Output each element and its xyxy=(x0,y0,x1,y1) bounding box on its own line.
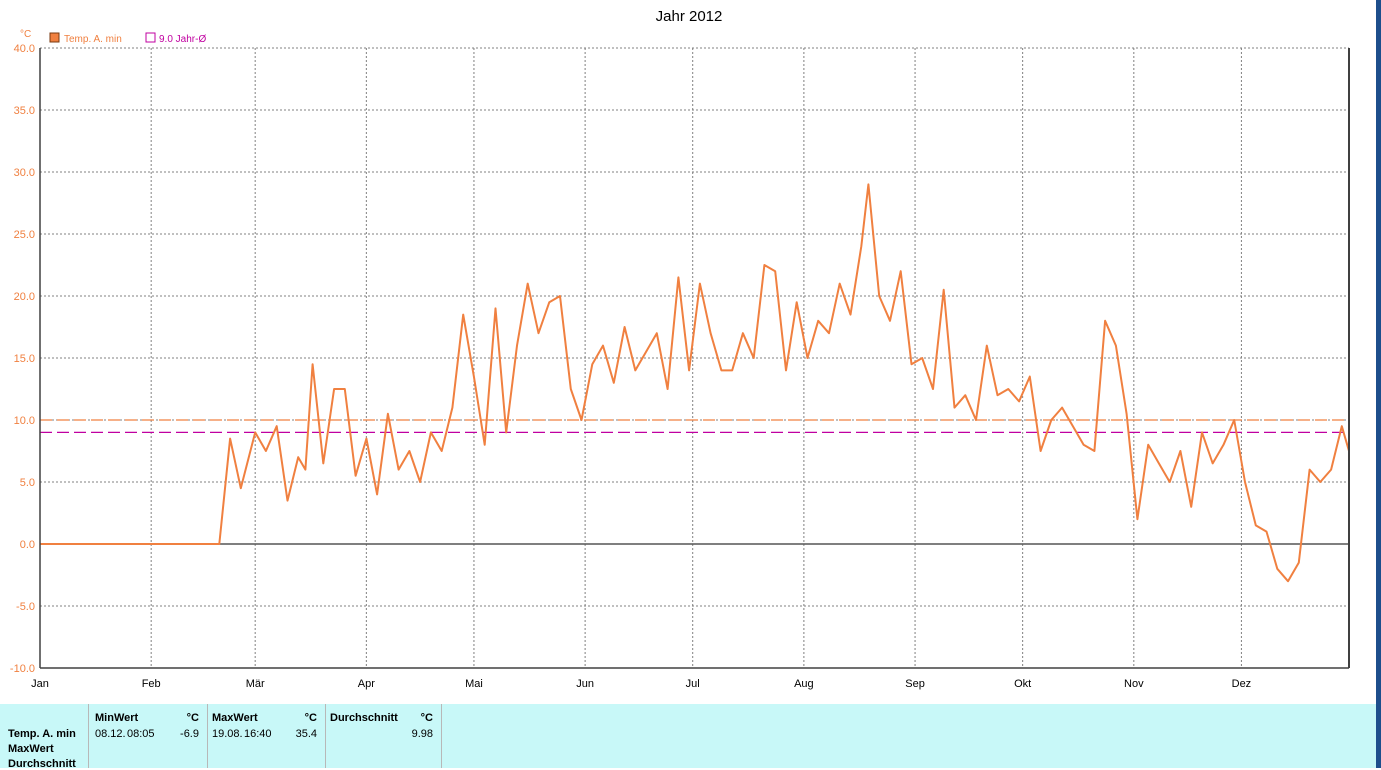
x-tick-label: Jan xyxy=(31,678,49,690)
stats-value-min: -6.9 xyxy=(180,728,199,740)
y-tick-label: 0.0 xyxy=(20,539,35,551)
y-tick-label: 30.0 xyxy=(14,167,35,179)
legend-label-temp-min: Temp. A. min xyxy=(64,34,122,45)
y-tick-label: 15.0 xyxy=(14,353,35,365)
legend-label-year-avg: 9.0 Jahr-Ø xyxy=(159,34,206,45)
stats-row-label-max: MaxWert xyxy=(8,743,54,755)
grid-lines xyxy=(40,47,1349,669)
x-tick-label: Aug xyxy=(794,678,814,690)
stats-value-max: 35.4 xyxy=(295,728,317,740)
x-tick-label: Jun xyxy=(576,678,594,690)
series-line-0 xyxy=(40,183,1350,583)
window-edge xyxy=(1376,0,1381,768)
legend-swatch-year-avg xyxy=(145,32,156,43)
y-tick-label: 25.0 xyxy=(14,229,35,241)
stats-value-avg: 9.98 xyxy=(411,728,433,740)
x-tick-label: Okt xyxy=(1014,678,1031,690)
x-tick-label: Jul xyxy=(686,678,700,690)
stats-date-max: 19.08. xyxy=(212,728,243,740)
y-tick-label: 35.0 xyxy=(14,105,35,117)
stats-row-label-series: Temp. A. min xyxy=(8,728,76,740)
stats-unit-min: °C xyxy=(186,712,199,724)
stats-column-max: MaxWert °C 19.08. 16:40 35.4 xyxy=(207,704,326,768)
y-tick-labels: -10.0 -5.0 0.0 5.0 10.0 15.0 20.0 25.0 30.0 35.0 4… xyxy=(10,43,35,675)
stats-date-min: 08.12. xyxy=(95,728,126,740)
stats-unit-avg: °C xyxy=(420,712,433,724)
x-tick-label: Mai xyxy=(465,678,483,690)
stats-unit-max: °C xyxy=(304,712,317,724)
y-tick-label: -10.0 xyxy=(10,663,35,675)
stats-row-label-avg: Durchschnitt xyxy=(8,758,76,770)
series-lines xyxy=(40,183,1350,583)
stats-column-min: MinWert °C 08.12. 08:05 -6.9 xyxy=(88,704,208,768)
y-tick-label: -5.0 xyxy=(16,601,35,613)
statistics-panel: Temp. A. min MaxWert Durchschnitt MinWer… xyxy=(0,704,1376,770)
stats-column-avg: Durchschnitt °C 9.98 xyxy=(326,704,442,768)
chart-title: Jahr 2012 xyxy=(656,8,723,25)
x-tick-label: Mär xyxy=(246,678,265,690)
x-tick-label: Dez xyxy=(1232,678,1252,690)
x-tick-labels: Jan Feb Mär Apr Mai Jun Jul Aug Sep Okt Nov Dez xyxy=(31,678,1251,690)
temperature-chart: Jahr 2012 °C Temp. A. min 9.0 Jahr-Ø -10… xyxy=(10,8,1350,690)
y-tick-label: 40.0 xyxy=(14,43,35,55)
y-tick-label: 10.0 xyxy=(14,415,35,427)
x-tick-label: Apr xyxy=(358,678,375,690)
x-tick-label: Sep xyxy=(905,678,925,690)
plot-area xyxy=(40,48,1349,668)
stats-header-min: MinWert xyxy=(95,712,139,724)
stats-header-avg: Durchschnitt xyxy=(330,712,398,724)
reference-lines xyxy=(40,419,1349,434)
y-tick-label: 5.0 xyxy=(20,477,35,489)
y-axis-unit: °C xyxy=(20,29,31,40)
x-tick-label: Feb xyxy=(142,678,161,690)
x-tick-label: Nov xyxy=(1124,678,1144,690)
stats-header-max: MaxWert xyxy=(212,712,258,724)
y-tick-label: 20.0 xyxy=(14,291,35,303)
stats-time-max: 16:40 xyxy=(244,728,272,740)
legend-swatch-temp-min xyxy=(49,32,60,43)
stats-time-min: 08:05 xyxy=(127,728,155,740)
